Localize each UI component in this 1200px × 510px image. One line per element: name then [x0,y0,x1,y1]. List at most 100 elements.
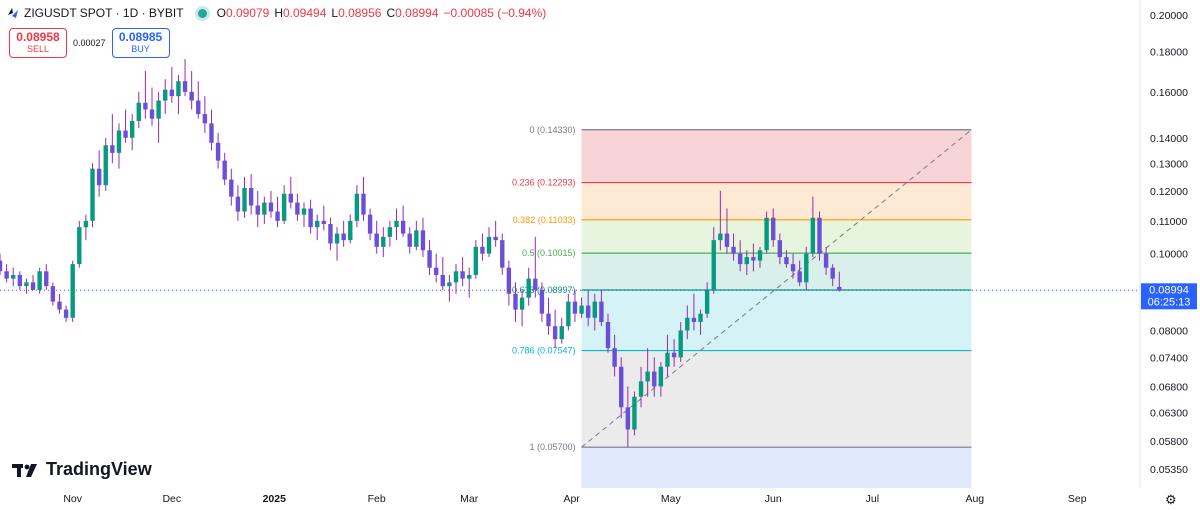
fib-zone [581,182,972,220]
candle [348,214,353,244]
candle-body [361,193,366,215]
tradingview-logo[interactable]: TradingView [12,459,152,480]
candle-body [354,193,360,221]
candle-body [169,89,175,97]
candle [90,163,95,228]
candle-body [737,253,743,265]
candle [493,220,498,247]
candle-body [797,271,802,283]
candle [830,264,835,287]
bybit-logo-icon [6,6,20,20]
brand-name: TradingView [46,459,152,479]
fib-trend-line[interactable] [581,129,972,448]
candle-body [182,81,188,92]
candle [757,246,763,268]
candle [685,305,690,340]
candle [480,233,485,261]
candle-body [810,217,816,254]
candle-body [685,317,690,331]
fib-zone [581,253,972,291]
candle-body [599,301,604,322]
current-price-label: 0.08994 [1149,284,1189,296]
candle-body [704,289,710,314]
candle-body [83,220,89,228]
candle [116,123,122,169]
candle [202,96,208,133]
candle-body [460,271,465,279]
candle-body [57,301,62,310]
price-tick-label: 0.11000 [1150,216,1187,228]
candle-body [480,246,485,254]
candle-body [579,305,584,314]
candle-body [658,366,664,387]
candle [407,227,412,254]
candle-body [407,233,412,247]
candle [678,321,683,363]
candle-body [189,91,194,101]
candle [552,309,558,349]
candle-body [24,282,29,287]
candle [823,246,829,275]
candle [837,271,842,292]
candle-body [572,301,578,314]
candle-body [830,267,835,279]
candle-body [433,267,439,275]
candle [341,220,346,247]
candle-body [129,121,135,138]
candle-body [632,396,637,430]
price-axis[interactable]: 0.20000 0.18000 0.16000 0.14000 0.13000 0.120… [1150,10,1188,476]
candle-body [30,282,36,290]
settings-gear-icon[interactable]: ⚙ [1165,492,1177,507]
candle-body [381,236,386,247]
candle [262,196,267,224]
candle [460,257,465,287]
candle-body [341,233,346,241]
candle [275,196,280,228]
candle [691,293,697,331]
candle [301,202,307,228]
candle [731,233,736,261]
candle-body [453,271,459,283]
candle-body [519,297,525,310]
price-tick-label: 0.20000 [1150,10,1188,22]
candle [737,240,743,272]
time-axis[interactable]: Nov Dec 2025 Feb Mar Apr May Jun Jul Aug Sep [63,493,1086,505]
candle-body [533,278,538,290]
market-status-icon[interactable] [197,8,207,18]
fib-zone [581,447,972,488]
candle-body [235,196,241,212]
candle-body [744,257,749,265]
candle [744,250,749,275]
candle-body [526,278,531,298]
candle-body [17,274,23,287]
candle [70,260,75,322]
price-tick-label: 0.06300 [1150,408,1188,420]
candle [698,309,703,335]
high-label: H [274,6,283,20]
candle-body [275,211,280,221]
sell-button[interactable]: 0.08958 SELL [9,28,67,58]
candle [645,348,650,397]
candle [605,313,611,353]
price-tick-label: 0.05800 [1150,436,1188,448]
candle-body [136,102,141,122]
symbol-title[interactable]: ZIGUSDT SPOT · 1D · BYBIT [24,6,184,20]
open-label: O [216,6,226,20]
time-tick-label: Nov [63,493,82,505]
candle [248,174,254,215]
fib-zone [581,129,972,183]
fib-level-label: 1 (0.05700) [530,442,576,452]
candle-body [96,168,102,186]
fibonacci-retracement[interactable]: 0 (0.14330) 0.236 (0.12293) 0.382 (0.11033… [512,125,972,488]
candle-body [308,208,313,228]
current-price-tag: 0.08994 06:25:13 [1141,283,1197,310]
time-tick-label: Dec [162,493,181,505]
candle [77,220,82,268]
candle [136,91,141,129]
candle [394,208,399,241]
candle-body [420,230,426,251]
candle [559,317,564,344]
buy-button[interactable]: 0.08985 BUY [111,28,170,58]
candle [777,233,783,265]
